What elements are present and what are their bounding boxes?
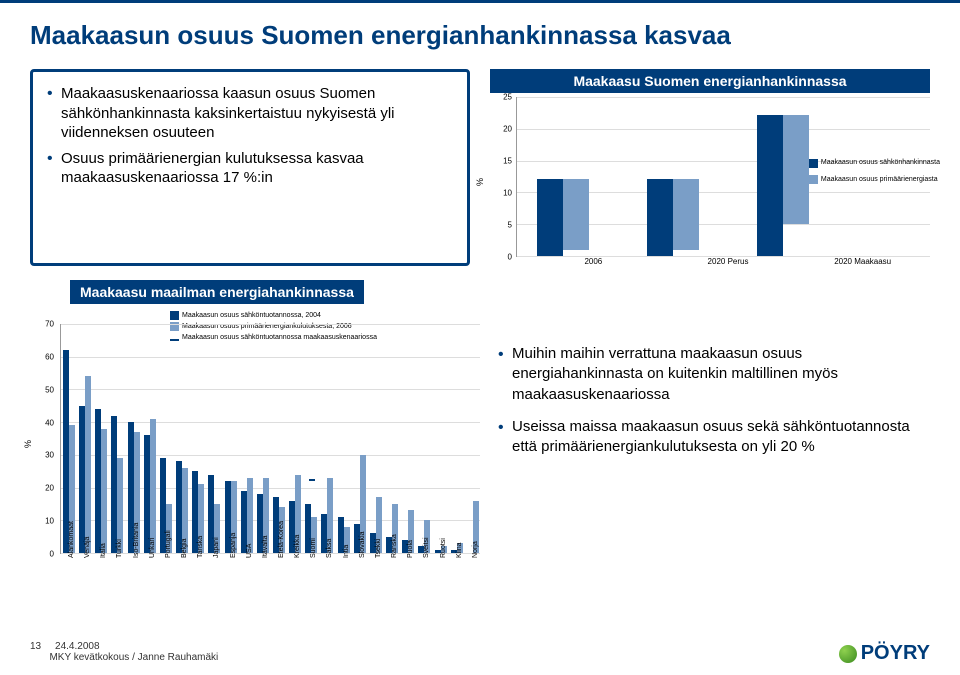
- bullet-item: Useissa maissa maakaasun osuus sekä sähk…: [498, 417, 930, 458]
- bar: [85, 376, 91, 553]
- bar: [101, 429, 107, 553]
- x-label: Turkki: [116, 539, 123, 558]
- x-label: Belgia: [181, 539, 188, 558]
- bar: [563, 179, 589, 249]
- bar: [247, 478, 253, 553]
- x-label: Espanja: [230, 533, 237, 558]
- x-label: Intia: [343, 545, 350, 558]
- x-label: Ranska: [391, 534, 398, 558]
- bottom-bullets: Muihin maihin verrattuna maakaasun osuus…: [498, 314, 930, 584]
- x-label: Sveitsi: [423, 537, 430, 558]
- x-label: Norja: [472, 541, 479, 558]
- logo-icon: [839, 645, 857, 663]
- page-title: Maakaasun osuus Suomen energianhankinnas…: [30, 20, 930, 51]
- poyry-logo: PÖYRY: [839, 642, 930, 665]
- x-label: Etelä-Korea: [278, 521, 285, 558]
- bar: [783, 115, 809, 224]
- chart-finland-gas: Maakaasu Suomen energianhankinnassa %051…: [490, 69, 930, 266]
- footer: 13 24.4.2008 MKY kevätkokous / Janne Rau…: [30, 641, 218, 663]
- bar: [757, 115, 783, 256]
- bar: [673, 179, 699, 249]
- bullet-item: Muihin maihin verrattuna maakaasun osuus…: [498, 344, 930, 405]
- legend-item: Maakaasun osuus primäärienergiasta: [809, 174, 940, 187]
- subtitle: Maakaasu maailman energiahankinnassa: [70, 280, 364, 304]
- page-number: 13: [30, 641, 41, 652]
- y-axis-label-2: %: [23, 440, 33, 448]
- bar: [537, 179, 563, 256]
- top-bullets: Maakaasuskenaariossa kaasun osuus Suomen…: [30, 69, 470, 266]
- x-label: Portugali: [165, 530, 172, 558]
- x-label: Venäjä: [84, 537, 91, 558]
- x-label: Alankomaat: [68, 521, 75, 558]
- x-label: Slovakia: [359, 532, 366, 558]
- footer-text: MKY kevätkokous / Janne Rauhamäki: [49, 652, 218, 663]
- x-label: USA: [246, 544, 253, 558]
- x-label: Kreikka: [294, 535, 301, 558]
- x-label: Unkari: [149, 538, 156, 558]
- x-label: 2020 Perus: [661, 257, 796, 266]
- footer-date: 24.4.2008: [55, 641, 100, 652]
- chart-top-legend: Maakaasun osuus sähkönhankinnasta Maakaas…: [809, 157, 940, 190]
- line-marker: [309, 479, 315, 481]
- x-label: 2020 Maakaasu: [795, 257, 930, 266]
- legend-item: Maakaasun osuus sähkönhankinnasta: [809, 157, 940, 170]
- y-axis-label: %: [475, 178, 485, 186]
- x-label: Suomi: [310, 538, 317, 558]
- x-label: Iso-Britania: [133, 523, 140, 558]
- x-label: Saksa: [326, 539, 333, 558]
- x-label: Tsekki: [375, 539, 382, 558]
- bar: [647, 179, 673, 256]
- x-label: Ruotsi: [440, 538, 447, 558]
- legend-item: Maakaasun osuus sähköntuotannossa, 2004: [170, 310, 377, 321]
- x-label: Itävalta: [262, 535, 269, 558]
- x-label: 2006: [526, 257, 661, 266]
- x-label: Japani: [213, 537, 220, 558]
- x-label: Italia: [100, 543, 107, 558]
- chart-world-gas: Maakaasun osuus sähköntuotannossa, 2004M…: [30, 314, 480, 584]
- logo-text: PÖYRY: [861, 642, 930, 665]
- bullet-item: Maakaasuskenaariossa kaasun osuus Suomen…: [47, 84, 453, 143]
- bar: [150, 419, 156, 553]
- bullet-item: Osuus primäärienergian kulutuksessa kasv…: [47, 149, 453, 188]
- chart-top-title: Maakaasu Suomen energianhankinnassa: [490, 69, 930, 93]
- x-label: Puola: [407, 540, 414, 558]
- x-label: Tanska: [197, 536, 204, 558]
- x-label: Kiina: [456, 542, 463, 558]
